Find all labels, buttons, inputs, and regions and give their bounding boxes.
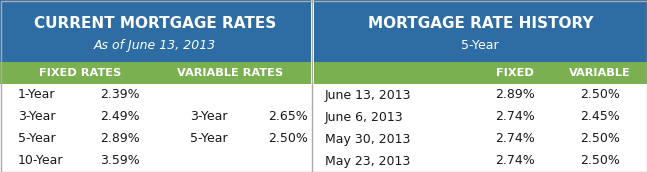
Text: 2.50%: 2.50% xyxy=(580,132,620,146)
Text: 3-Year: 3-Year xyxy=(18,110,56,123)
Text: 2.89%: 2.89% xyxy=(100,132,140,146)
Text: 3-Year: 3-Year xyxy=(190,110,228,123)
Text: 3.59%: 3.59% xyxy=(100,154,140,168)
Text: FIXED: FIXED xyxy=(496,68,534,78)
Text: 2.39%: 2.39% xyxy=(100,89,140,101)
Text: 2.74%: 2.74% xyxy=(495,132,535,146)
Text: 2.49%: 2.49% xyxy=(100,110,140,123)
Text: 2.89%: 2.89% xyxy=(495,89,535,101)
Bar xyxy=(314,0,647,62)
Bar xyxy=(314,62,647,84)
Text: June 6, 2013: June 6, 2013 xyxy=(325,110,404,123)
Bar xyxy=(0,0,311,62)
Text: May 30, 2013: May 30, 2013 xyxy=(325,132,410,146)
Text: 10-Year: 10-Year xyxy=(18,154,63,168)
Bar xyxy=(0,84,311,172)
Text: May 23, 2013: May 23, 2013 xyxy=(325,154,410,168)
Text: 2.74%: 2.74% xyxy=(495,110,535,123)
Text: 2.65%: 2.65% xyxy=(268,110,308,123)
Text: 2.50%: 2.50% xyxy=(268,132,308,146)
Text: 2.50%: 2.50% xyxy=(580,89,620,101)
Text: 5-Year: 5-Year xyxy=(461,39,499,52)
Text: VARIABLE: VARIABLE xyxy=(569,68,631,78)
Text: FIXED RATES: FIXED RATES xyxy=(39,68,121,78)
Text: 2.74%: 2.74% xyxy=(495,154,535,168)
Text: 5-Year: 5-Year xyxy=(190,132,228,146)
Text: VARIABLE RATES: VARIABLE RATES xyxy=(177,68,283,78)
Bar xyxy=(314,84,647,172)
Text: As of June 13, 2013: As of June 13, 2013 xyxy=(94,39,216,52)
Bar xyxy=(0,62,311,84)
Text: 1-Year: 1-Year xyxy=(18,89,56,101)
Text: June 13, 2013: June 13, 2013 xyxy=(325,89,411,101)
Text: 5-Year: 5-Year xyxy=(18,132,56,146)
Text: 2.45%: 2.45% xyxy=(580,110,620,123)
Text: MORTGAGE RATE HISTORY: MORTGAGE RATE HISTORY xyxy=(367,16,593,31)
Text: CURRENT MORTGAGE RATES: CURRENT MORTGAGE RATES xyxy=(34,16,276,31)
Text: 2.50%: 2.50% xyxy=(580,154,620,168)
